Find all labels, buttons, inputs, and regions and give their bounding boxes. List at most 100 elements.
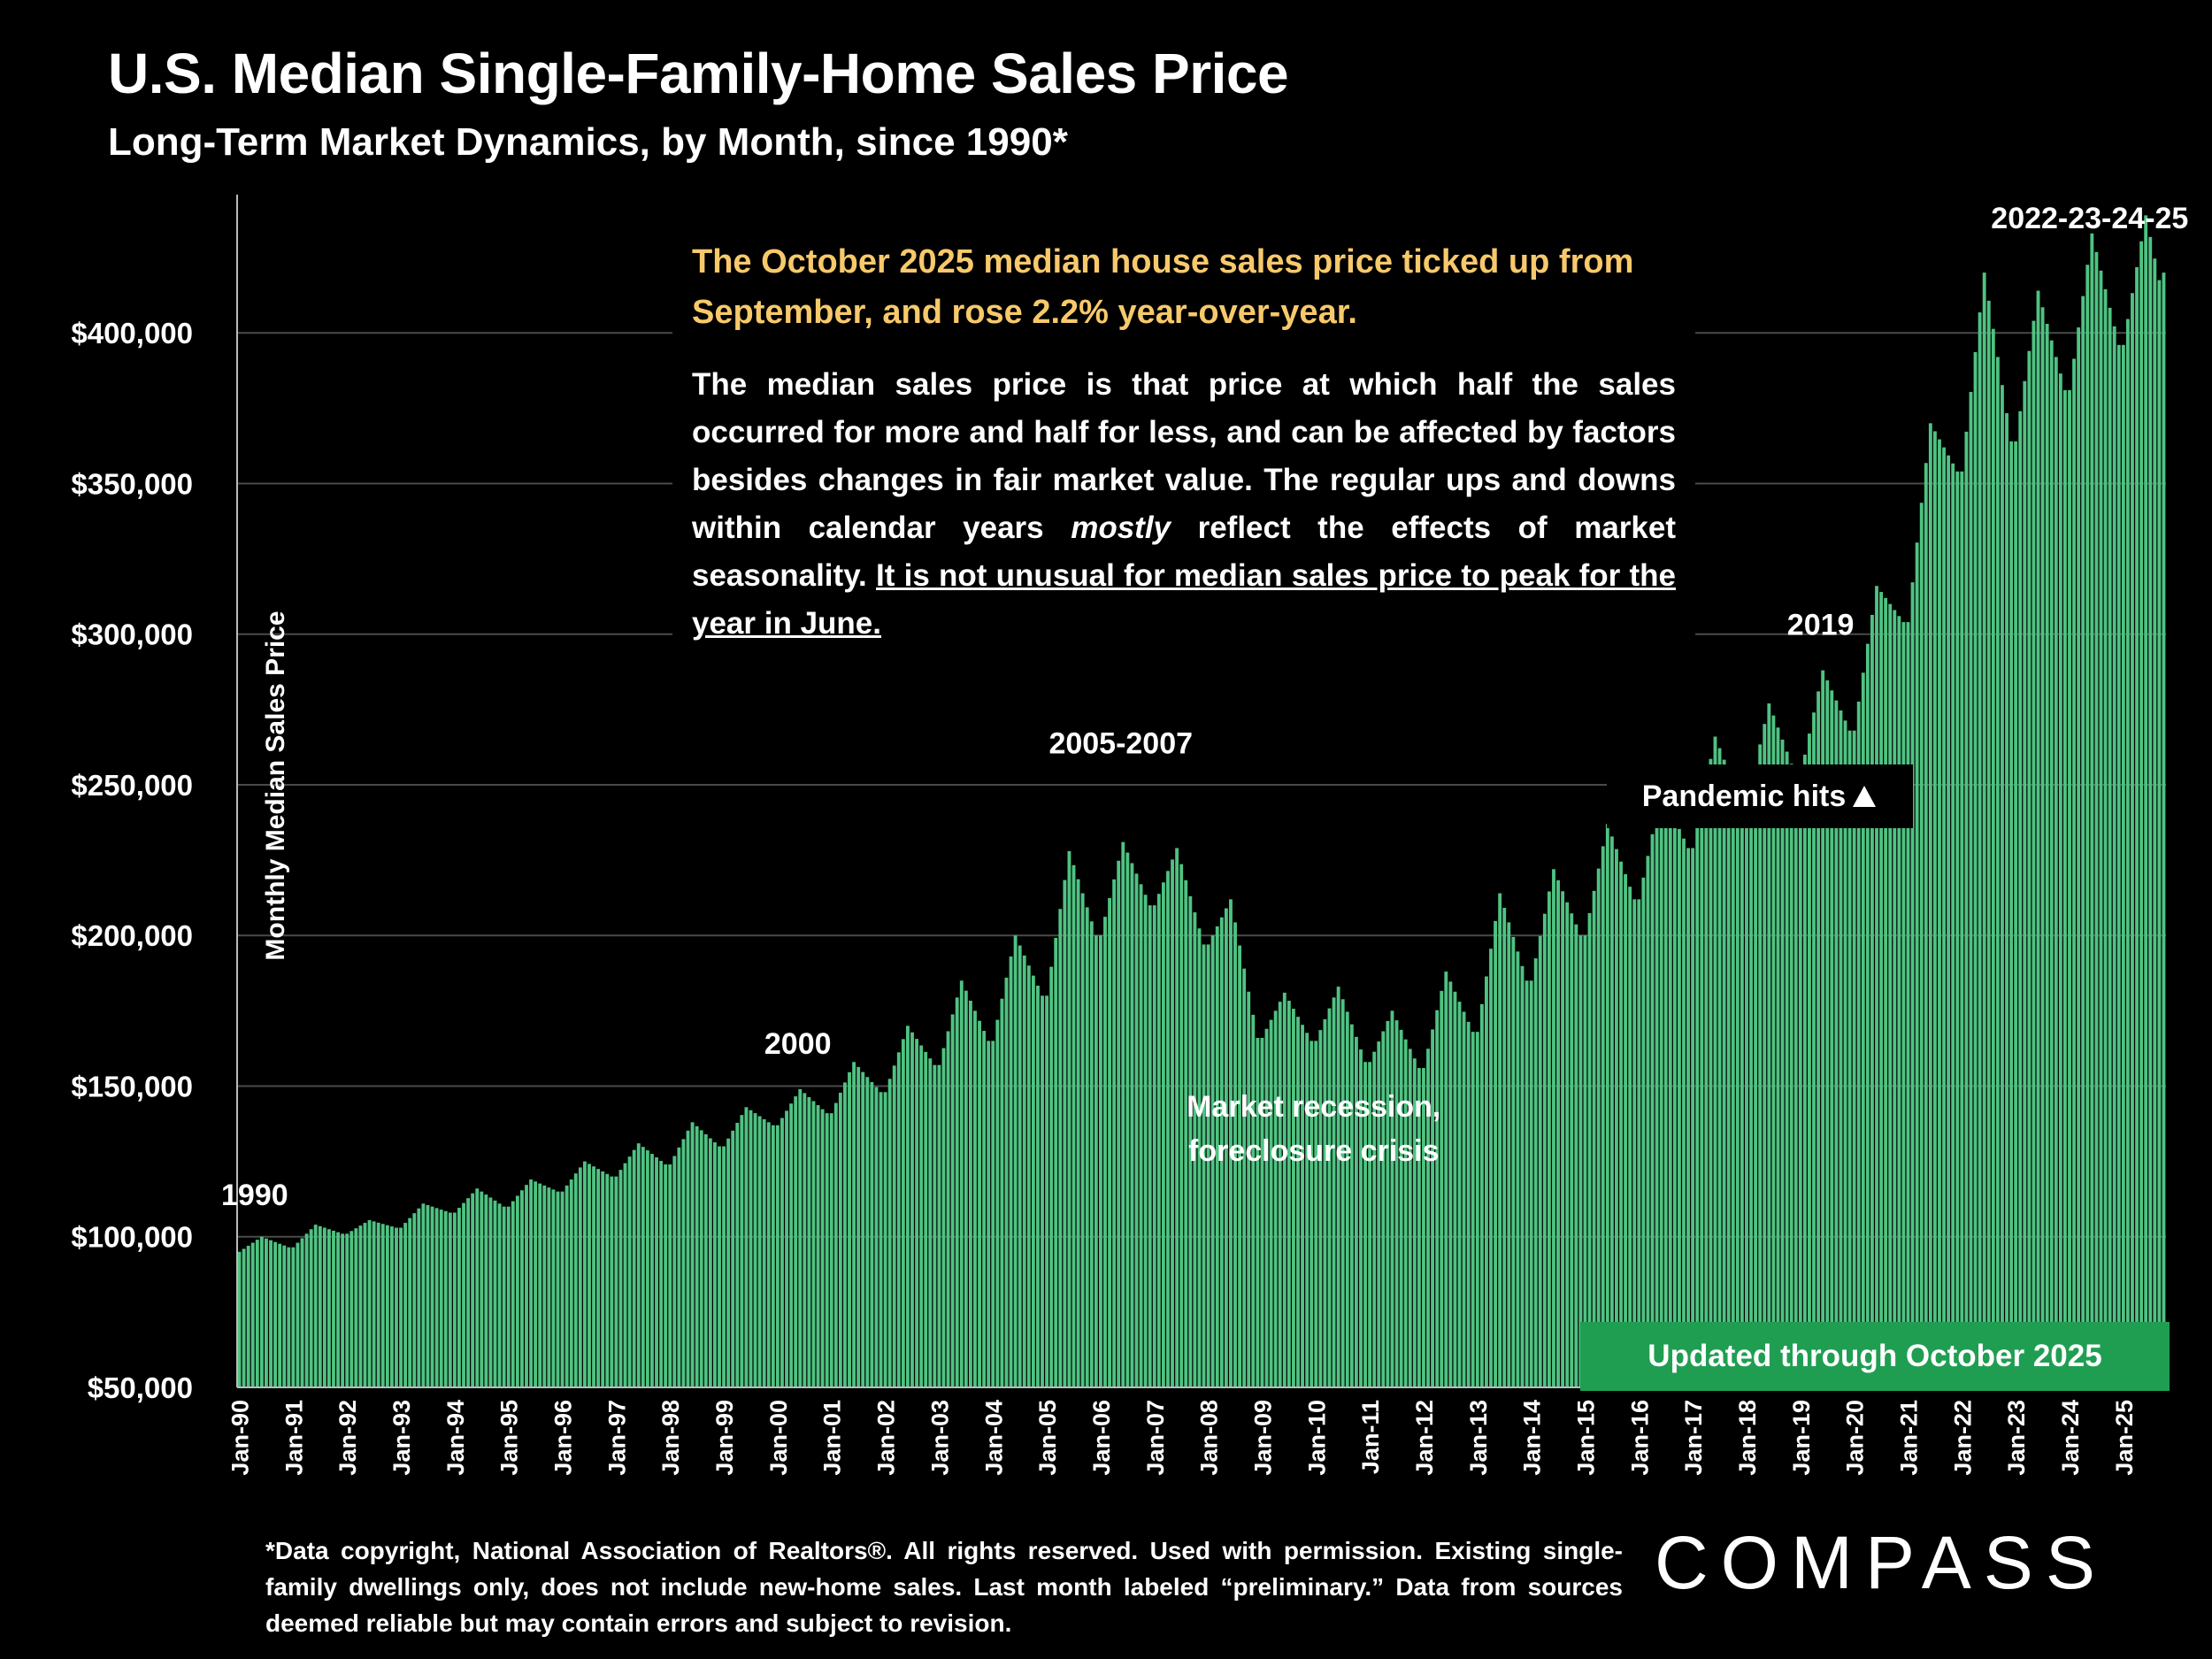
bar xyxy=(2108,307,2112,1387)
bar xyxy=(336,1232,340,1387)
bar xyxy=(1471,1032,1475,1387)
bar xyxy=(1875,586,1878,1387)
bar xyxy=(1745,805,1748,1387)
bar xyxy=(358,1225,363,1387)
x-tick-label: Jan-20 xyxy=(1842,1400,1869,1476)
bar xyxy=(417,1208,421,1387)
bar xyxy=(452,1212,457,1387)
bar xyxy=(1152,905,1156,1387)
bar xyxy=(775,1125,780,1387)
bar xyxy=(2001,385,2004,1388)
explanation-after: reflect the effects of market seasonalit… xyxy=(692,511,1676,593)
bar xyxy=(1637,899,1641,1387)
x-tick-label: Jan-04 xyxy=(980,1400,1007,1476)
bar xyxy=(1547,891,1551,1387)
bar xyxy=(443,1210,448,1387)
bar xyxy=(551,1189,556,1387)
bar xyxy=(1175,848,1179,1387)
bar xyxy=(1197,928,1202,1387)
bar xyxy=(1453,991,1457,1387)
bar xyxy=(1960,471,1964,1387)
x-tick-label: Jan-21 xyxy=(1895,1400,1922,1476)
bar xyxy=(282,1245,287,1387)
bar xyxy=(1202,944,1206,1387)
bar xyxy=(488,1197,493,1387)
x-tick-label: Jan-08 xyxy=(1196,1400,1223,1476)
bar xyxy=(1143,895,1148,1387)
bar xyxy=(237,1251,242,1387)
bar xyxy=(1305,1033,1310,1387)
x-tick-label: Jan-16 xyxy=(1626,1400,1653,1476)
bar xyxy=(1310,1041,1314,1387)
bar xyxy=(690,1122,695,1387)
annotation-label: 2005-2007 xyxy=(1048,727,1193,761)
bar xyxy=(798,1088,803,1387)
bar xyxy=(1735,794,1740,1387)
up-triangle-icon xyxy=(1853,786,1877,807)
bar xyxy=(1071,864,1076,1387)
bar xyxy=(1412,1058,1417,1387)
bar xyxy=(1951,463,1955,1387)
bar xyxy=(515,1195,519,1387)
commentary-box: The October 2025 median house sales pric… xyxy=(672,232,1695,657)
bar xyxy=(1659,790,1663,1387)
bar xyxy=(1865,643,1870,1387)
bar xyxy=(273,1241,278,1387)
bar xyxy=(1139,884,1143,1387)
bar xyxy=(1771,715,1776,1387)
bar xyxy=(1099,935,1102,1387)
pandemic-label: Pandemic hits xyxy=(1641,779,1847,813)
bar xyxy=(1906,622,1910,1387)
y-axis-label: Monthly Median Sales Price xyxy=(261,611,290,961)
bar xyxy=(1408,1048,1412,1387)
bar xyxy=(1910,582,1915,1387)
bar xyxy=(1354,1036,1358,1387)
bar xyxy=(610,1176,614,1387)
bar xyxy=(534,1181,538,1387)
bar xyxy=(664,1164,668,1387)
bar xyxy=(1888,603,1893,1387)
bar xyxy=(1574,924,1578,1387)
bar xyxy=(605,1173,610,1387)
bar xyxy=(1363,1062,1367,1387)
bar xyxy=(794,1096,798,1387)
bar xyxy=(789,1103,794,1387)
bar xyxy=(1286,1001,1291,1387)
bar xyxy=(722,1146,726,1387)
bar xyxy=(2131,293,2134,1387)
bar xyxy=(2009,441,2014,1387)
bar xyxy=(520,1190,524,1387)
x-tick-labels: Jan-90 Jan-91 Jan-92 Jan-93 Jan-94 Jan-95 Jan-… xyxy=(227,1400,2138,1476)
bar xyxy=(376,1222,380,1387)
bar xyxy=(928,1058,933,1387)
bar xyxy=(1224,908,1228,1387)
bar xyxy=(1570,913,1574,1387)
bar xyxy=(1615,849,1618,1387)
bar xyxy=(803,1093,807,1387)
bar xyxy=(1821,670,1825,1387)
bar xyxy=(1444,972,1448,1387)
bar xyxy=(1722,759,1726,1387)
bar xyxy=(2094,251,2099,1387)
x-tick-label: Jan-23 xyxy=(2003,1400,2030,1476)
bar xyxy=(825,1113,829,1387)
bar xyxy=(1264,1028,1269,1387)
updated-badge: Updated through October 2025 xyxy=(1580,1322,2170,1391)
bar xyxy=(1808,733,1811,1387)
bar xyxy=(874,1087,879,1387)
bars xyxy=(237,215,2166,1388)
bar xyxy=(718,1146,721,1387)
bar xyxy=(1717,748,1722,1387)
bar xyxy=(1260,1038,1264,1387)
x-tick-label: Jan-24 xyxy=(2057,1400,2084,1476)
bar xyxy=(1103,917,1107,1387)
bar xyxy=(915,1039,918,1387)
bar xyxy=(1870,614,1874,1387)
bar xyxy=(1349,1024,1354,1387)
x-tick-label: Jan-97 xyxy=(603,1400,630,1476)
bar xyxy=(1148,905,1152,1387)
bar xyxy=(1525,980,1529,1387)
bar xyxy=(2121,344,2125,1387)
x-tick-label: Jan-96 xyxy=(550,1400,577,1476)
